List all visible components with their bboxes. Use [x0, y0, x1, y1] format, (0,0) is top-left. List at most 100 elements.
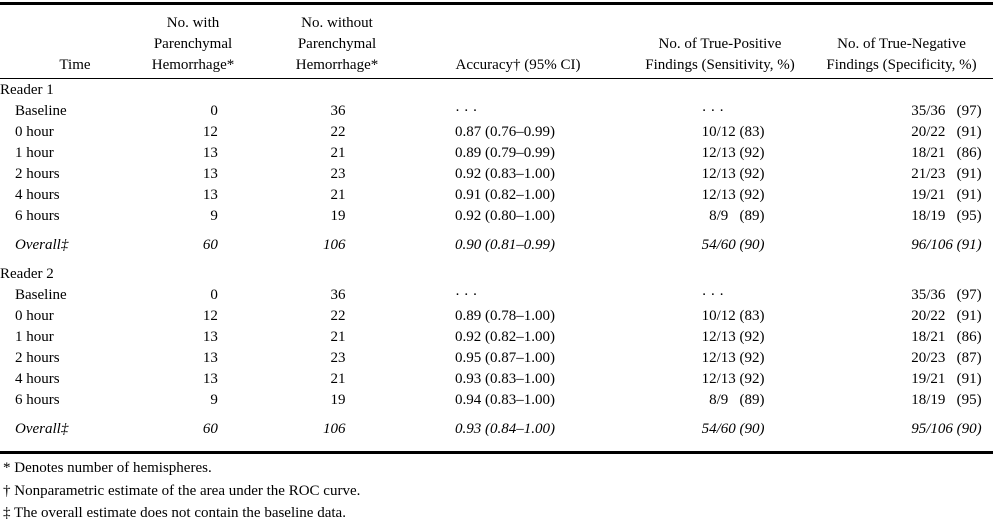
true-positive-cell: 10/12 (83) — [701, 308, 765, 324]
true-positive-cell: 12/13 (92) — [701, 350, 765, 366]
time-cell: 2 hours — [15, 166, 60, 182]
with-count-cell: 13 — [202, 166, 218, 182]
with-count-cell: 13 — [202, 371, 218, 387]
table-row: 4 hours 13 21 0.91 (0.82–1.00) 12/13 (92) 19/… — [0, 185, 993, 206]
footnote-dagger: † Nonparametric estimate of the area und… — [3, 483, 361, 499]
header-without-line-3: Hemorrhage* — [295, 57, 379, 73]
accuracy-cell: 0.87 (0.76–0.99) — [454, 124, 555, 140]
true-positive-cell: · · · — [701, 287, 725, 303]
time-cell: 1 hour — [15, 329, 54, 345]
with-count-cell: 60 — [202, 237, 218, 253]
time-cell: 6 hours — [15, 208, 60, 224]
with-count-cell: 13 — [202, 329, 218, 345]
accuracy-cell: 0.92 (0.82–1.00) — [454, 329, 555, 345]
accuracy-cell: 0.95 (0.87–1.00) — [454, 350, 555, 366]
true-positive-cell: 10/12 (83) — [701, 124, 765, 140]
true-negative-cell: 18/19 (95) — [911, 208, 982, 224]
time-cell: Overall‡ — [15, 421, 69, 437]
header-with: No. with Parenchymal Hemorrhage* — [128, 6, 258, 76]
without-count-cell: 36 — [330, 103, 346, 119]
true-negative-cell: 18/19 (95) — [911, 392, 982, 408]
true-positive-cell: 8/9 (89) — [701, 208, 765, 224]
bottom-rule — [0, 451, 993, 454]
table-row: 1 hour 13 21 0.92 (0.82–1.00) 12/13 (92) 18/2… — [0, 327, 993, 348]
time-cell: 6 hours — [15, 392, 60, 408]
without-count-cell: 106 — [322, 421, 346, 437]
time-cell: 1 hour — [15, 145, 54, 161]
time-cell: 0 hour — [15, 308, 54, 324]
true-negative-cell: 20/22 (91) — [911, 124, 982, 140]
without-count-cell: 106 — [322, 237, 346, 253]
true-negative-cell: 20/23 (87) — [911, 350, 982, 366]
accuracy-cell: 0.89 (0.78–1.00) — [454, 308, 555, 324]
true-positive-cell: 12/13 (92) — [701, 187, 765, 203]
time-cell: 0 hour — [15, 124, 54, 140]
true-negative-cell: 19/21 (91) — [911, 371, 982, 387]
true-negative-cell: 95/106 (90) — [911, 421, 982, 437]
accuracy-cell: · · · — [454, 103, 478, 119]
time-cell: 4 hours — [15, 187, 60, 203]
header-with-line-1: No. with — [166, 15, 220, 31]
header-with-line-3: Hemorrhage* — [151, 57, 235, 73]
header-tp-line-2: Findings (Sensitivity, %) — [645, 57, 795, 73]
header-time: Time — [40, 6, 110, 76]
with-count-cell: 9 — [210, 392, 218, 408]
true-negative-cell: 18/21 (86) — [911, 329, 982, 345]
with-count-cell: 13 — [202, 145, 218, 161]
section-row: Reader 2 — [0, 264, 993, 285]
without-count-cell: 22 — [330, 308, 346, 324]
time-cell: 4 hours — [15, 371, 60, 387]
with-count-cell: 12 — [202, 124, 218, 140]
true-positive-cell: 12/13 (92) — [701, 371, 765, 387]
without-count-cell: 23 — [330, 166, 346, 182]
without-count-cell: 19 — [330, 208, 346, 224]
section-title: Reader 1 — [0, 82, 54, 98]
accuracy-cell: 0.92 (0.80–1.00) — [454, 208, 555, 224]
accuracy-cell: 0.93 (0.84–1.00) — [454, 421, 555, 437]
table-row: 1 hour 13 21 0.89 (0.79–0.99) 12/13 (92) 18/2… — [0, 143, 993, 164]
table-row: 4 hours 13 21 0.93 (0.83–1.00) 12/13 (92) 19/… — [0, 369, 993, 390]
true-positive-cell: 12/13 (92) — [701, 166, 765, 182]
without-count-cell: 21 — [330, 145, 346, 161]
header-true-negative: No. of True-Negative Findings (Specifici… — [810, 6, 993, 76]
true-negative-cell: 20/22 (91) — [911, 308, 982, 324]
true-negative-cell: 21/23 (91) — [911, 166, 982, 182]
with-count-cell: 60 — [202, 421, 218, 437]
without-count-cell: 22 — [330, 124, 346, 140]
true-positive-cell: 8/9 (89) — [701, 392, 765, 408]
table-row: 0 hour 12 22 0.87 (0.76–0.99) 10/12 (83) 20/2… — [0, 122, 993, 143]
with-count-cell: 0 — [210, 287, 218, 303]
true-negative-cell: 18/21 (86) — [911, 145, 982, 161]
with-count-cell: 13 — [202, 350, 218, 366]
true-positive-cell: 12/13 (92) — [701, 145, 765, 161]
results-table: Reader 1 Baseline 0 36 · · · · · · 35/36 (97) 0… — [0, 80, 993, 440]
header-accuracy: Accuracy† (95% CI) — [438, 6, 598, 76]
header-without-line-2: Parenchymal — [297, 36, 377, 52]
table-row: 6 hours 9 19 0.92 (0.80–1.00) 8/9 (89) 18/19… — [0, 206, 993, 227]
true-positive-cell: 54/60 (90) — [701, 237, 765, 253]
header-without-line-1: No. without — [301, 15, 373, 31]
with-count-cell: 13 — [202, 187, 218, 203]
true-negative-cell: 96/106 (91) — [911, 237, 982, 253]
top-rule — [0, 2, 993, 5]
header-with-line-2: Parenchymal — [153, 36, 233, 52]
accuracy-cell: 0.89 (0.79–0.99) — [454, 145, 555, 161]
true-negative-cell: 35/36 (97) — [911, 103, 982, 119]
with-count-cell: 9 — [210, 208, 218, 224]
header-without: No. without Parenchymal Hemorrhage* — [272, 6, 402, 76]
table-row: Baseline 0 36 · · · · · · 35/36 (97) — [0, 285, 993, 306]
without-count-cell: 21 — [330, 371, 346, 387]
without-count-cell: 19 — [330, 392, 346, 408]
table-row: 2 hours 13 23 0.95 (0.87–1.00) 12/13 (92) 20/… — [0, 348, 993, 369]
without-count-cell: 21 — [330, 329, 346, 345]
footnote-double-dagger: ‡ The overall estimate does not contain … — [3, 505, 346, 521]
accuracy-cell: · · · — [454, 287, 478, 303]
accuracy-cell: 0.90 (0.81–0.99) — [454, 237, 555, 253]
true-positive-cell: 12/13 (92) — [701, 329, 765, 345]
header-time-label: Time — [59, 57, 91, 73]
table-row: 2 hours 13 23 0.92 (0.83–1.00) 12/13 (92) 21/… — [0, 164, 993, 185]
overall-row: Overall‡ 60 106 0.93 (0.84–1.00) 54/60 (90) 9… — [0, 419, 993, 440]
footnote-asterisk: * Denotes number of hemispheres. — [3, 460, 212, 476]
without-count-cell: 36 — [330, 287, 346, 303]
accuracy-cell: 0.92 (0.83–1.00) — [454, 166, 555, 182]
